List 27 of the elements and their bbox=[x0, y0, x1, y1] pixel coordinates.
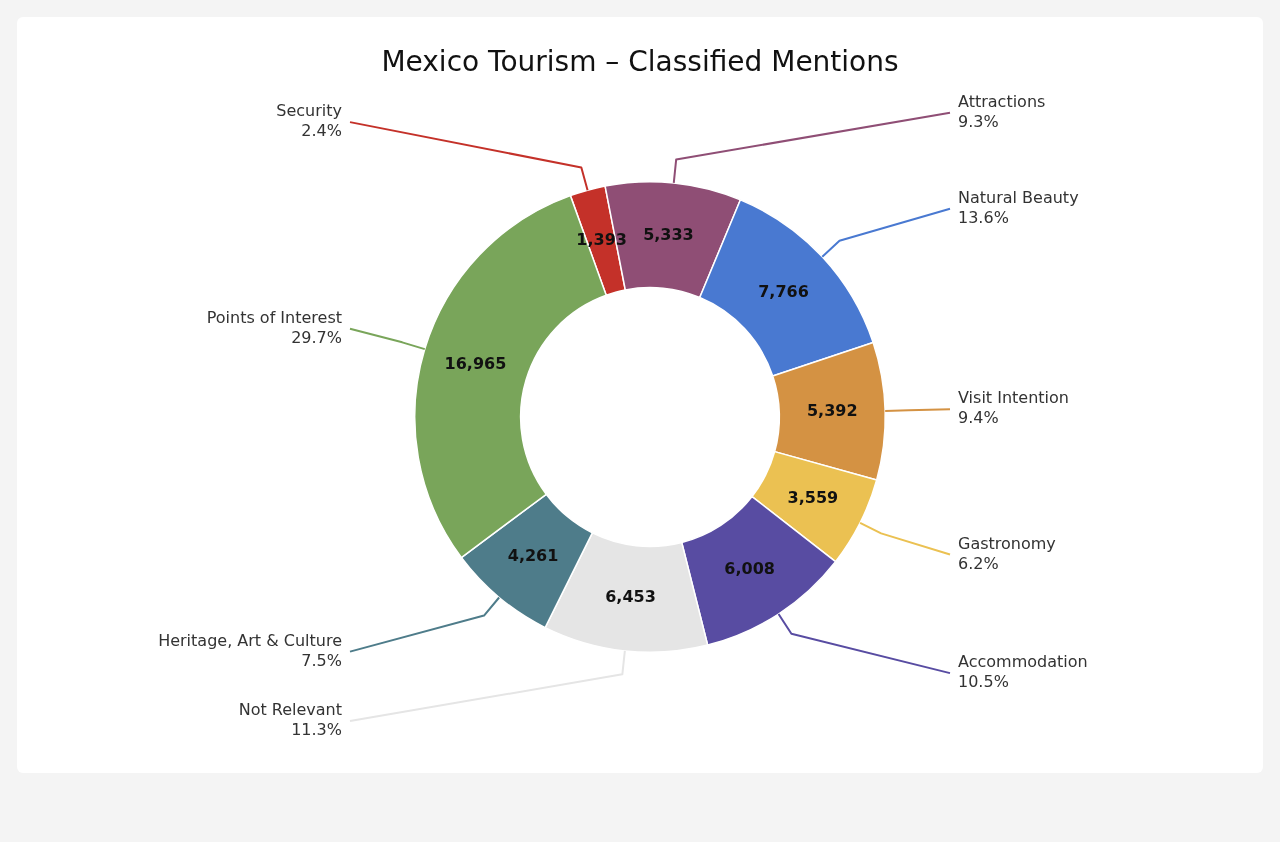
text: 11.3% bbox=[291, 720, 342, 740]
slice-label: Gastronomy bbox=[958, 533, 1056, 553]
text: 9.3% bbox=[958, 111, 999, 131]
data-label: 6,008 bbox=[724, 558, 775, 578]
text: 13.6% bbox=[958, 207, 1009, 227]
data-label: 5,392 bbox=[806, 401, 858, 421]
text: 2.4% bbox=[301, 121, 342, 141]
text: 9.4% bbox=[958, 408, 999, 428]
text: 29.7% bbox=[291, 327, 342, 347]
slice-label: Visit Intention bbox=[958, 388, 1069, 408]
data-label: 4,261 bbox=[507, 546, 559, 566]
data-label: 7,766 bbox=[758, 281, 809, 301]
data-label: 5,333 bbox=[643, 224, 694, 244]
data-label: 3,559 bbox=[787, 488, 839, 508]
slice-label: Attractions bbox=[958, 91, 1046, 111]
text: 7.5% bbox=[301, 650, 342, 670]
slice-label: Natural Beauty bbox=[958, 187, 1079, 207]
slice-label: Not Relevant bbox=[238, 700, 342, 720]
text: 10.5% bbox=[958, 672, 1009, 692]
slice-label: Accommodation bbox=[958, 652, 1088, 672]
data-label: 16,965 bbox=[444, 353, 507, 373]
slice-label: Heritage, Art & Culture bbox=[158, 630, 342, 650]
text: 6.2% bbox=[958, 553, 999, 573]
slice-label: Security bbox=[276, 101, 342, 121]
chart-title: Mexico Tourism – Classified Mentions bbox=[380, 45, 900, 78]
slice-label: Points of Interest bbox=[206, 307, 342, 327]
data-label: 6,453 bbox=[605, 587, 656, 607]
